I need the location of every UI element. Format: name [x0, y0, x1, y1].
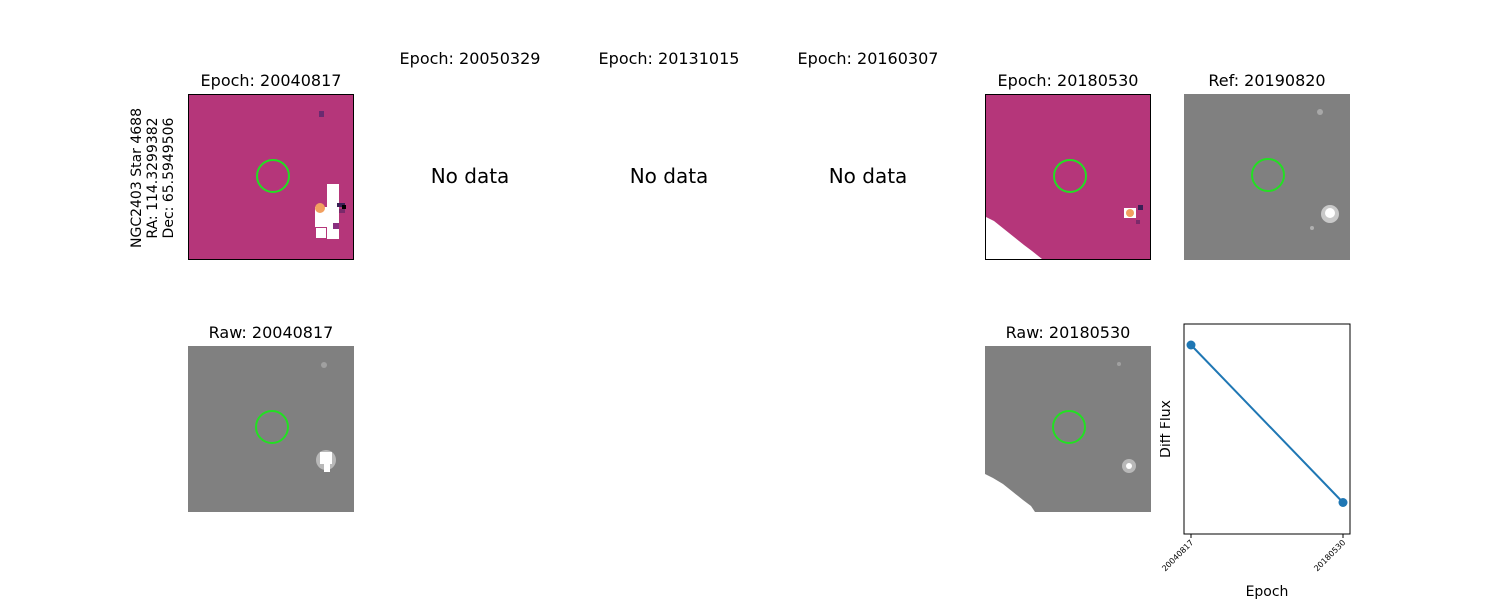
- target-circle: [1052, 410, 1086, 444]
- series-layer: [1186, 340, 1348, 507]
- star-name: NGC2403 Star 4688: [129, 108, 145, 248]
- data-point: [1186, 340, 1196, 350]
- no-data-label-2: No data: [430, 164, 510, 188]
- series-line: [1190, 344, 1344, 504]
- target-circle: [1251, 158, 1285, 192]
- x-tick-label: 20040817: [1160, 538, 1195, 573]
- no-data-label-4: No data: [828, 164, 908, 188]
- plot-frame: [1183, 323, 1351, 535]
- data-point: [1338, 498, 1348, 507]
- ref-title: Ref: 20190820: [1208, 71, 1326, 90]
- raw-image-pixels-5: [985, 362, 1136, 512]
- epoch-title-5: Epoch: 20180530: [997, 71, 1139, 90]
- star-dec: Dec: 65.5949506: [161, 117, 177, 239]
- star-info-label: NGC2403 Star 4688 RA: 114.3299382 Dec: 6…: [129, 98, 177, 258]
- x-axis-label: Epoch: [1246, 584, 1289, 600]
- target-circle: [256, 159, 290, 193]
- epoch-title-3: Epoch: 20131015: [598, 49, 740, 68]
- diff-image-20040817: [188, 94, 354, 260]
- x-tick-label: 20180530: [1312, 538, 1347, 573]
- diff-image-20180530: [985, 94, 1151, 260]
- no-data-label-3: No data: [629, 164, 709, 188]
- raw-image-pixels: [316, 362, 336, 472]
- ref-image-pixels: [1310, 109, 1339, 230]
- epoch-title-1: Epoch: 20040817: [200, 71, 342, 90]
- raw-title-1: Raw: 20040817: [208, 323, 334, 342]
- epoch-title-4: Epoch: 20160307: [797, 49, 939, 68]
- raw-image-20180530: [985, 346, 1151, 512]
- diff-image-pixels-5: [986, 205, 1143, 259]
- target-circle: [1053, 159, 1087, 193]
- ref-image: [1184, 94, 1350, 260]
- star-ra: RA: 114.3299382: [145, 117, 161, 239]
- y-axis-label: Diff Flux: [1160, 400, 1174, 458]
- raw-image-20040817: [188, 346, 354, 512]
- x-ticks: 20040817 20180530: [1160, 534, 1347, 573]
- raw-title-5: Raw: 20180530: [1005, 323, 1131, 342]
- diff-flux-chart: 20040817 20180530 Diff Flux Epoch: [1160, 323, 1351, 600]
- target-circle: [255, 410, 289, 444]
- epoch-title-2: Epoch: 20050329: [399, 49, 541, 68]
- diff-image-pixels: [315, 111, 346, 239]
